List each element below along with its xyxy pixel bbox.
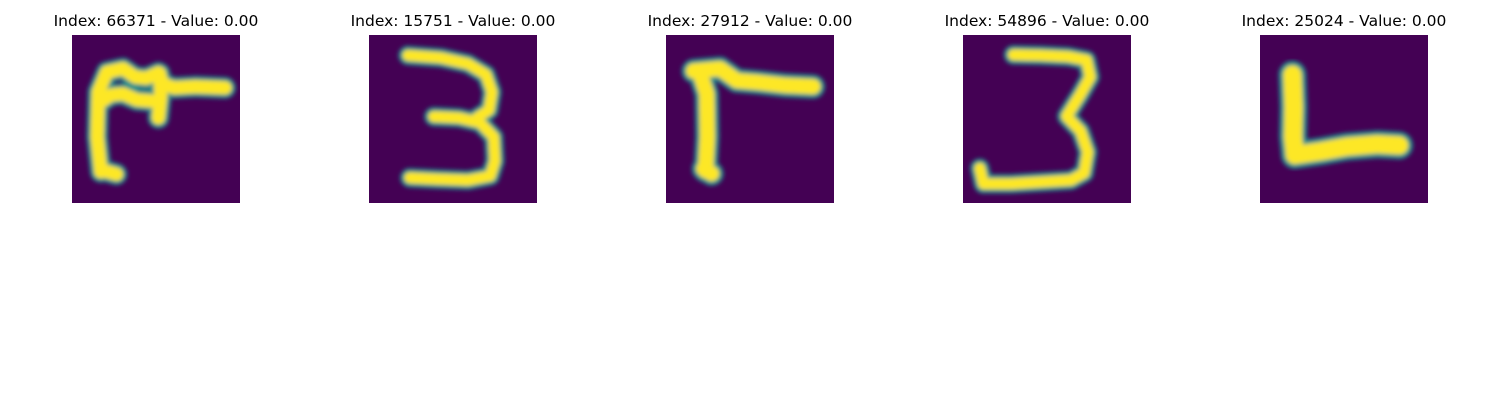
digit-image-2 [369, 35, 537, 203]
digit-image-5 [1260, 35, 1428, 203]
panel-title-1: Index: 66371 - Value: 0.00 [53, 12, 259, 30]
image-panel-2: Index: 15751 - Value: 0.00 [351, 0, 555, 210]
digit-image-4 [963, 35, 1131, 203]
image-panel-5: Index: 25024 - Value: 0.00 [1242, 0, 1446, 210]
image-panel-4: Index: 54896 - Value: 0.00 [945, 0, 1149, 210]
panel-title-4: Index: 54896 - Value: 0.00 [944, 12, 1150, 30]
image-panel-1: Index: 66371 - Value: 0.00 [54, 0, 258, 210]
digit-image-1 [72, 35, 240, 203]
panel-title-5: Index: 25024 - Value: 0.00 [1241, 12, 1447, 30]
digit-glyph-3 [681, 56, 825, 186]
panel-title-2: Index: 15751 - Value: 0.00 [350, 12, 556, 30]
digit-glyph-1 [86, 57, 236, 185]
digit-glyph-5 [1278, 60, 1413, 169]
digit-glyph-2 [398, 45, 505, 190]
panel-title-3: Index: 27912 - Value: 0.00 [647, 12, 853, 30]
digit-glyph-4 [970, 45, 1100, 194]
image-panel-3: Index: 27912 - Value: 0.00 [648, 0, 852, 210]
digit-image-3 [666, 35, 834, 203]
